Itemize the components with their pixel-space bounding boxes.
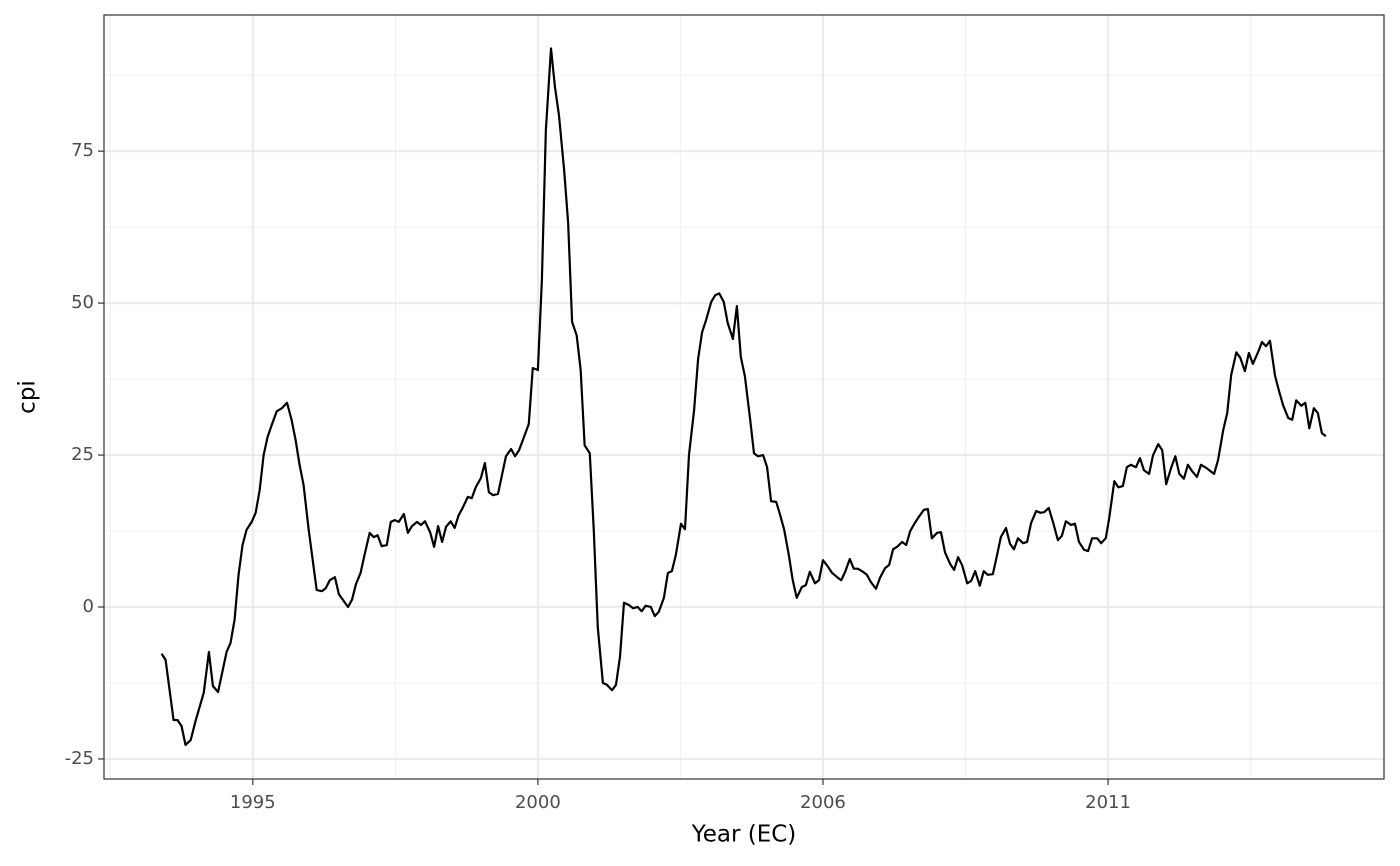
x-axis-title: Year (EC) bbox=[691, 822, 797, 848]
panel-border bbox=[103, 14, 1385, 780]
x-tick-label: 2011 bbox=[1085, 792, 1131, 813]
y-tick-label: 0 bbox=[83, 596, 94, 617]
y-axis-title: cpi bbox=[15, 380, 41, 414]
x-tick-label: 1995 bbox=[230, 792, 276, 813]
plot bbox=[160, 47, 1327, 747]
y-tick-label: 25 bbox=[71, 444, 94, 465]
x-tick-label: 2006 bbox=[800, 792, 846, 813]
y-tick-label: 50 bbox=[71, 292, 94, 313]
x-tick-label: 2000 bbox=[515, 792, 561, 813]
line bbox=[160, 47, 1327, 747]
y-tick-label: -25 bbox=[65, 748, 94, 769]
y-tick-label: 75 bbox=[71, 140, 94, 161]
grid bbox=[104, 15, 1384, 779]
